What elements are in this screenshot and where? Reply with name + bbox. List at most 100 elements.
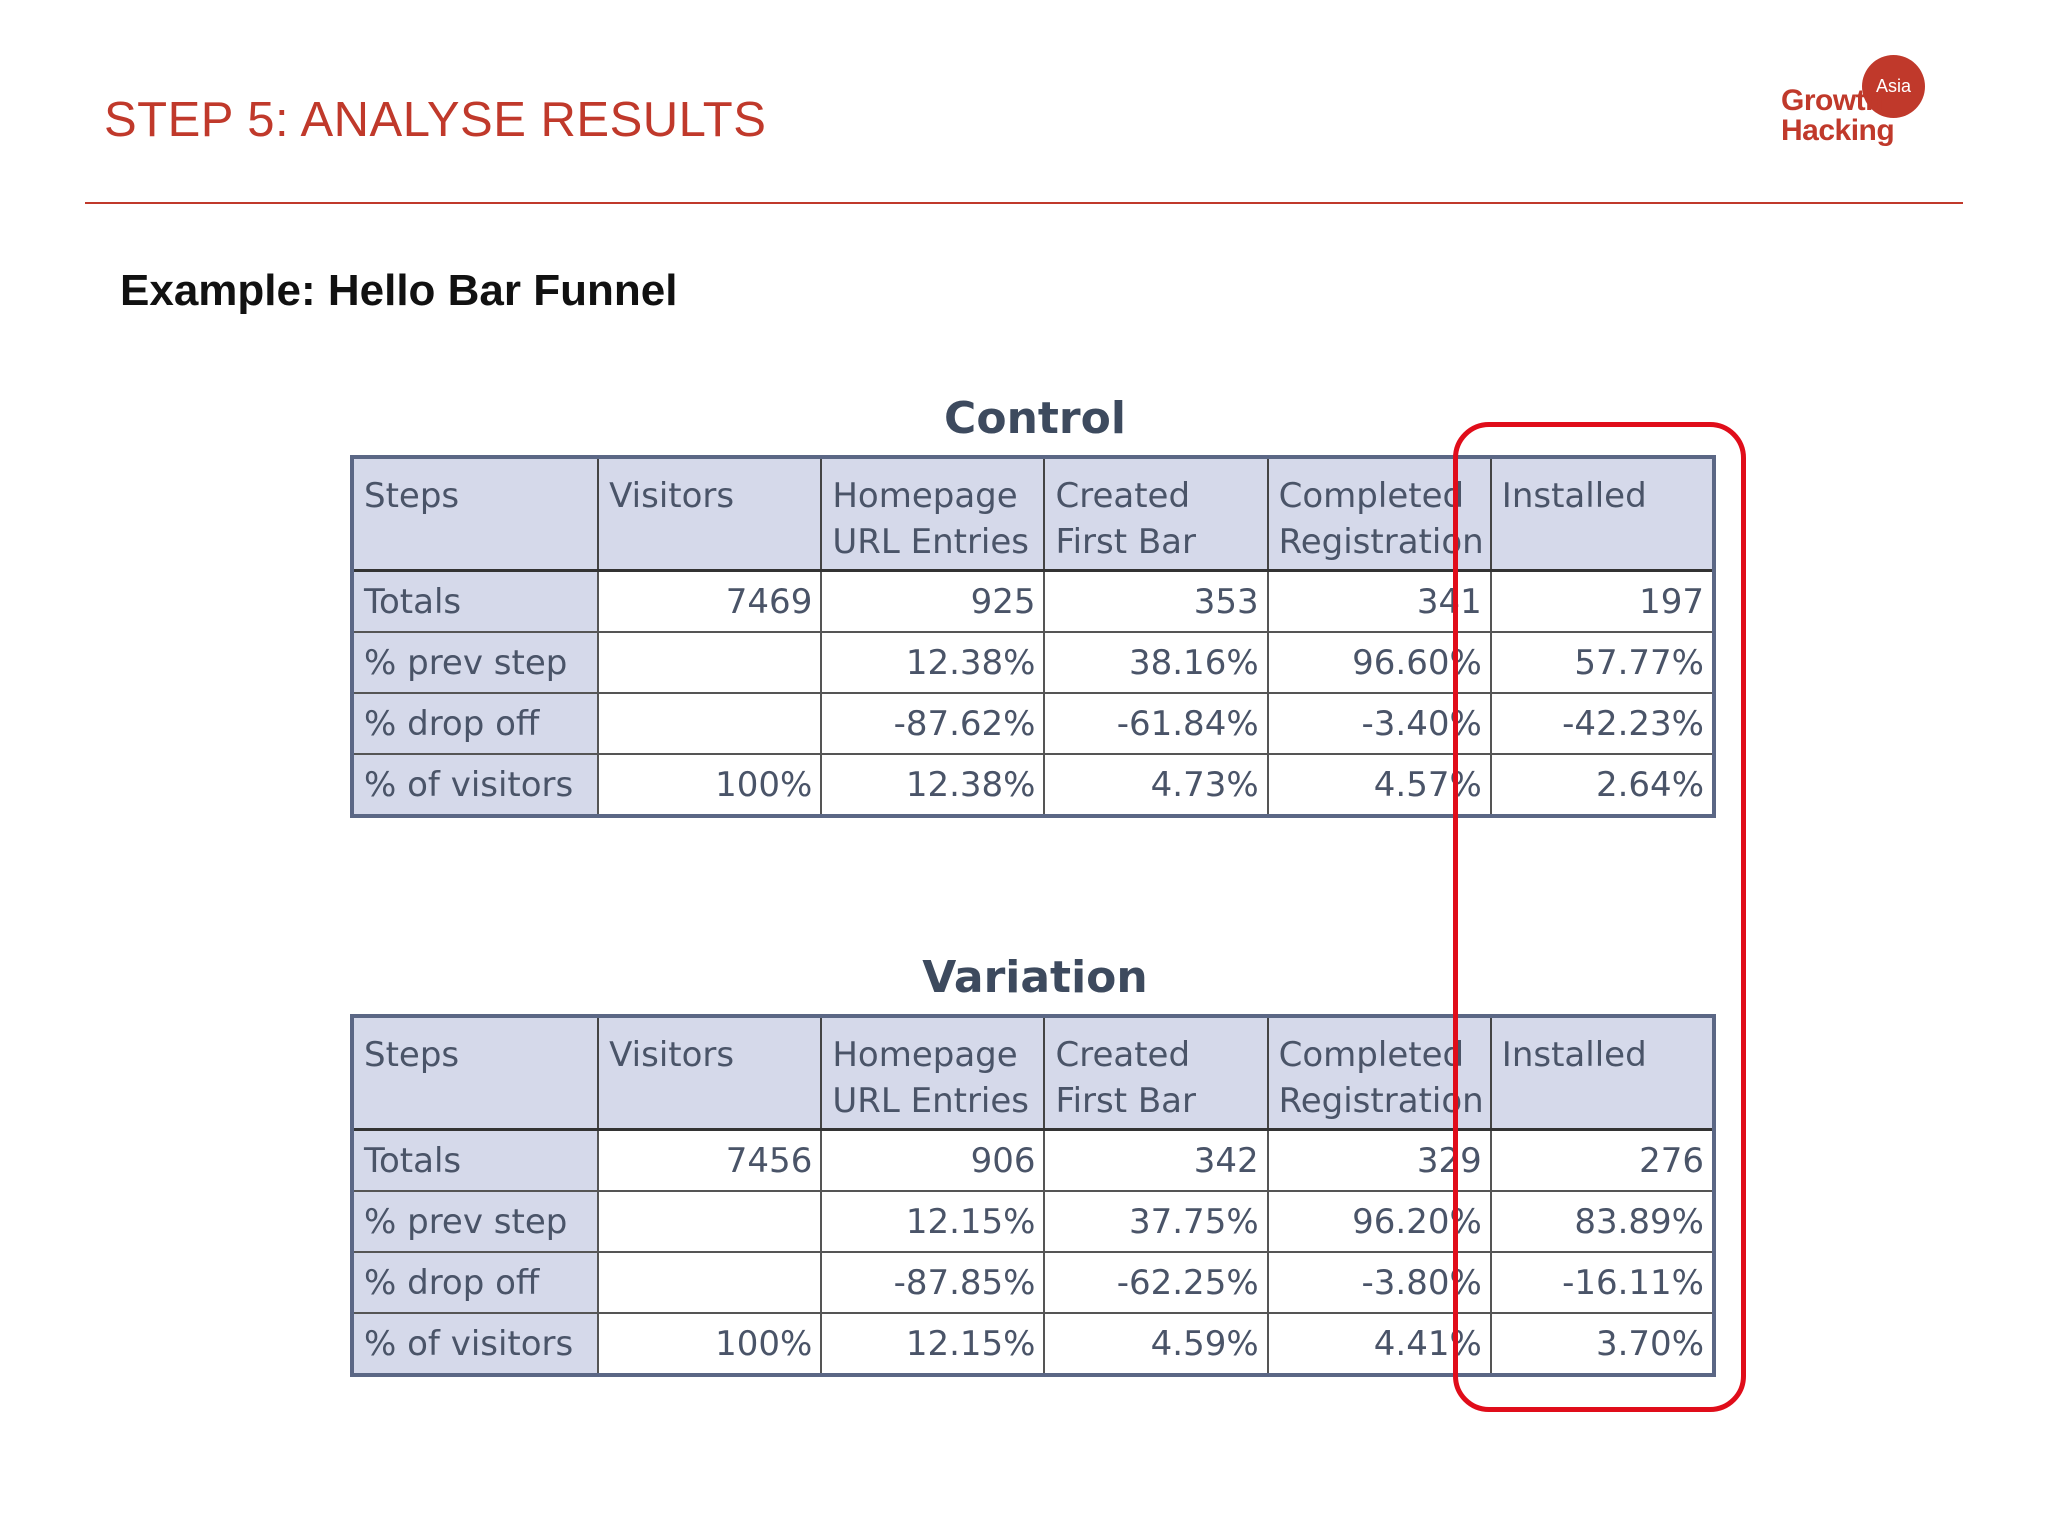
control-funnel-table: Steps Visitors Homepage URL Entries Creat…: [350, 455, 1716, 818]
table-cell: 7456: [597, 1128, 823, 1192]
header-installed: Installed: [1489, 1015, 1716, 1131]
row-label: % drop off: [350, 692, 600, 755]
table-cell: 4.57%: [1266, 753, 1492, 817]
table-cell: 12.15%: [820, 1312, 1046, 1376]
table-header-row: Steps Visitors Homepage URL Entries Creat…: [350, 456, 1716, 572]
header-text: Created: [1055, 476, 1191, 516]
header-text: URL Entries: [832, 522, 1030, 562]
logo-badge: Asia: [1862, 55, 1925, 118]
table-cell: 38.16%: [1043, 631, 1269, 694]
row-label: % prev step: [350, 1190, 600, 1253]
table-cell: -87.85%: [820, 1251, 1046, 1314]
header-divider: [85, 202, 1963, 204]
section-subtitle: Example: Hello Bar Funnel: [120, 266, 678, 315]
table-cell: 12.38%: [820, 631, 1046, 694]
growth-hacking-asia-logo: Asia Growth Hacking: [1776, 52, 1968, 162]
table-cell: 37.75%: [1043, 1190, 1269, 1253]
table-cell: 96.20%: [1266, 1190, 1492, 1253]
header-created-first-bar: Created First Bar: [1043, 456, 1269, 572]
control-table-title: Control: [944, 393, 1126, 444]
logo-line-1: Growth: [1781, 84, 1884, 117]
table-cell: 4.41%: [1266, 1312, 1492, 1376]
header-text: Visitors: [609, 476, 735, 516]
table-cell: 4.73%: [1043, 753, 1269, 817]
row-label: % drop off: [350, 1251, 600, 1314]
variation-funnel-table: Steps Visitors Homepage URL Entries Creat…: [350, 1014, 1716, 1377]
table-row: % of visitors 100% 12.15% 4.59% 4.41% 3.…: [350, 1312, 1716, 1376]
table-cell: 3.70%: [1489, 1312, 1716, 1376]
variation-table-title: Variation: [922, 952, 1148, 1003]
header-text: Completed: [1278, 476, 1465, 516]
table-cell: 57.77%: [1489, 631, 1716, 694]
header-completed-registration: Completed Registration: [1266, 1015, 1492, 1131]
header-created-first-bar: Created First Bar: [1043, 1015, 1269, 1131]
header-visitors: Visitors: [597, 1015, 823, 1131]
table-cell: 353: [1043, 569, 1269, 633]
header-completed-registration: Completed Registration: [1266, 456, 1492, 572]
logo-wordmark: Growth Hacking: [1781, 84, 1895, 147]
header-text: First Bar: [1055, 522, 1196, 562]
header-text: Registration: [1278, 522, 1484, 562]
header-text: Steps: [364, 1035, 460, 1075]
row-label: % of visitors: [350, 753, 600, 817]
table-cell: [597, 1251, 823, 1314]
header-text: Created: [1055, 1035, 1191, 1075]
table-header-row: Steps Visitors Homepage URL Entries Creat…: [350, 1015, 1716, 1131]
table-cell: 329: [1266, 1128, 1492, 1192]
header-text: Registration: [1278, 1081, 1484, 1121]
table-cell: 342: [1043, 1128, 1269, 1192]
table-cell: 100%: [597, 1312, 823, 1376]
table-cell: 276: [1489, 1128, 1716, 1192]
table-cell: -42.23%: [1489, 692, 1716, 755]
table-cell: 12.38%: [820, 753, 1046, 817]
header-visitors: Visitors: [597, 456, 823, 572]
table-row: % drop off -87.62% -61.84% -3.40% -42.23…: [350, 692, 1716, 755]
row-label: Totals: [350, 569, 600, 633]
table-cell: -62.25%: [1043, 1251, 1269, 1314]
header-steps: Steps: [350, 1015, 600, 1131]
logo-line-2: Hacking: [1781, 114, 1895, 147]
table-cell: 4.59%: [1043, 1312, 1269, 1376]
header-text: First Bar: [1055, 1081, 1196, 1121]
header-text: Installed: [1501, 476, 1647, 516]
table-row: Totals 7456 906 342 329 276: [350, 1128, 1716, 1192]
header-text: Completed: [1278, 1035, 1465, 1075]
table-cell: 906: [820, 1128, 1046, 1192]
slide-title: STEP 5: ANALYSE RESULTS: [104, 93, 767, 147]
header-homepage-url-entries: Homepage URL Entries: [820, 456, 1046, 572]
table-cell: 12.15%: [820, 1190, 1046, 1253]
table-row: % prev step 12.15% 37.75% 96.20% 83.89%: [350, 1190, 1716, 1253]
table-cell: -87.62%: [820, 692, 1046, 755]
table-cell: 7469: [597, 569, 823, 633]
row-label: % prev step: [350, 631, 600, 694]
table-cell: 197: [1489, 569, 1716, 633]
table-cell: -61.84%: [1043, 692, 1269, 755]
table-row: % drop off -87.85% -62.25% -3.80% -16.11…: [350, 1251, 1716, 1314]
table-cell: [597, 631, 823, 694]
table-row: % of visitors 100% 12.38% 4.73% 4.57% 2.…: [350, 753, 1716, 817]
header-text: Homepage: [832, 1035, 1018, 1075]
row-label: Totals: [350, 1128, 600, 1192]
header-text: Visitors: [609, 1035, 735, 1075]
header-text: Steps: [364, 476, 460, 516]
header-text: Installed: [1501, 1035, 1647, 1075]
table-cell: -16.11%: [1489, 1251, 1716, 1314]
table-cell: 925: [820, 569, 1046, 633]
table-row: Totals 7469 925 353 341 197: [350, 569, 1716, 633]
table-cell: -3.80%: [1266, 1251, 1492, 1314]
table-row: % prev step 12.38% 38.16% 96.60% 57.77%: [350, 631, 1716, 694]
header-steps: Steps: [350, 456, 600, 572]
header-installed: Installed: [1489, 456, 1716, 572]
header-text: Homepage: [832, 476, 1018, 516]
table-cell: 341: [1266, 569, 1492, 633]
row-label: % of visitors: [350, 1312, 600, 1376]
table-cell: [597, 1190, 823, 1253]
table-cell: -3.40%: [1266, 692, 1492, 755]
header-text: URL Entries: [832, 1081, 1030, 1121]
header-homepage-url-entries: Homepage URL Entries: [820, 1015, 1046, 1131]
table-cell: 100%: [597, 753, 823, 817]
table-cell: 83.89%: [1489, 1190, 1716, 1253]
table-cell: 2.64%: [1489, 753, 1716, 817]
table-cell: [597, 692, 823, 755]
table-cell: 96.60%: [1266, 631, 1492, 694]
